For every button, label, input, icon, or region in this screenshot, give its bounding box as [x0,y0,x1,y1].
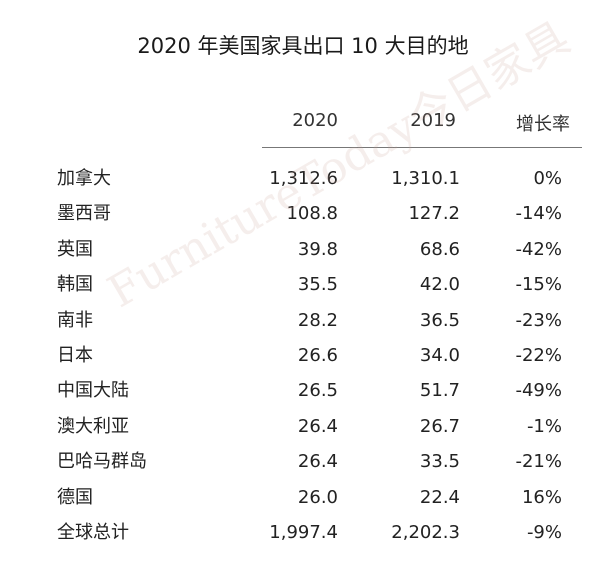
row-value-2019: 26.7 [419,415,460,437]
row-destination: 巴哈马群岛 [57,451,147,473]
header-divider [262,147,582,148]
row-growth-rate: -22% [515,345,562,366]
row-value-2020: 26.4 [297,415,338,437]
row-value-2019: 36.5 [419,309,460,331]
row-growth-rate: -42% [515,238,562,260]
row-value-2020: 39.8 [297,238,338,260]
table-row: 英国 39.8 68.6 -42% [0,238,606,273]
row-destination: 德国 [57,486,93,508]
row-growth-rate: -21% [515,451,562,473]
table-row: 韩国 35.5 42.0 -15% [0,273,606,308]
row-destination: 中国大陆 [57,380,129,402]
column-header-2019: 2019 [410,110,456,131]
table-row: 澳大利亚 26.4 26.7 -1% [0,415,606,450]
row-growth-rate: -49% [515,380,562,402]
row-value-2019: 42.0 [419,274,460,296]
row-growth-rate: -1% [526,415,562,437]
row-value-2020: 108.8 [286,203,338,225]
row-value-2020: 1,312.6 [269,168,338,189]
row-value-2020: 35.5 [297,274,338,296]
row-value-2019: 22.4 [419,486,460,508]
column-header-2020: 2020 [292,110,338,131]
table-row: 墨西哥 108.8 127.2 -14% [0,202,606,237]
row-value-2020: 1,997.4 [269,522,338,543]
row-destination: 南非 [57,309,93,331]
row-value-2019: 2,202.3 [391,522,460,543]
row-value-2019: 1,310.1 [391,168,460,189]
table-row: 加拿大 1,312.6 1,310.1 0% [0,167,606,202]
row-growth-rate: -15% [515,274,562,296]
row-destination: 英国 [57,238,93,260]
row-value-2020: 28.2 [297,309,338,331]
row-growth-rate: 0% [533,168,562,189]
row-value-2019: 34.0 [419,345,460,366]
page-title: 2020 年美国家具出口 10 大目的地 [137,34,469,58]
table-row: 全球总计 1,997.4 2,202.3 -9% [0,521,606,556]
row-destination: 墨西哥 [57,203,111,225]
row-value-2020: 26.0 [297,486,338,508]
row-value-2020: 26.6 [297,345,338,366]
row-destination: 澳大利亚 [57,415,129,437]
row-value-2020: 26.5 [297,380,338,402]
row-growth-rate: -9% [526,522,562,543]
table-row: 巴哈马群岛 26.4 33.5 -21% [0,450,606,485]
row-value-2019: 127.2 [408,203,460,225]
table-row: 南非 28.2 36.5 -23% [0,309,606,344]
column-header-growth: 增长率 [516,114,570,135]
row-value-2020: 26.4 [297,451,338,473]
row-growth-rate: -14% [515,203,562,225]
row-value-2019: 68.6 [419,238,460,260]
row-destination: 日本 [57,345,93,366]
row-destination: 加拿大 [57,168,111,189]
table-row: 中国大陆 26.5 51.7 -49% [0,379,606,414]
table-row: 德国 26.0 22.4 16% [0,486,606,521]
row-value-2019: 51.7 [419,380,460,402]
row-growth-rate: -23% [515,309,562,331]
row-growth-rate: 16% [521,486,562,508]
row-value-2019: 33.5 [419,451,460,473]
row-destination: 全球总计 [57,522,129,543]
row-destination: 韩国 [57,274,93,296]
table-row: 日本 26.6 34.0 -22% [0,344,606,379]
